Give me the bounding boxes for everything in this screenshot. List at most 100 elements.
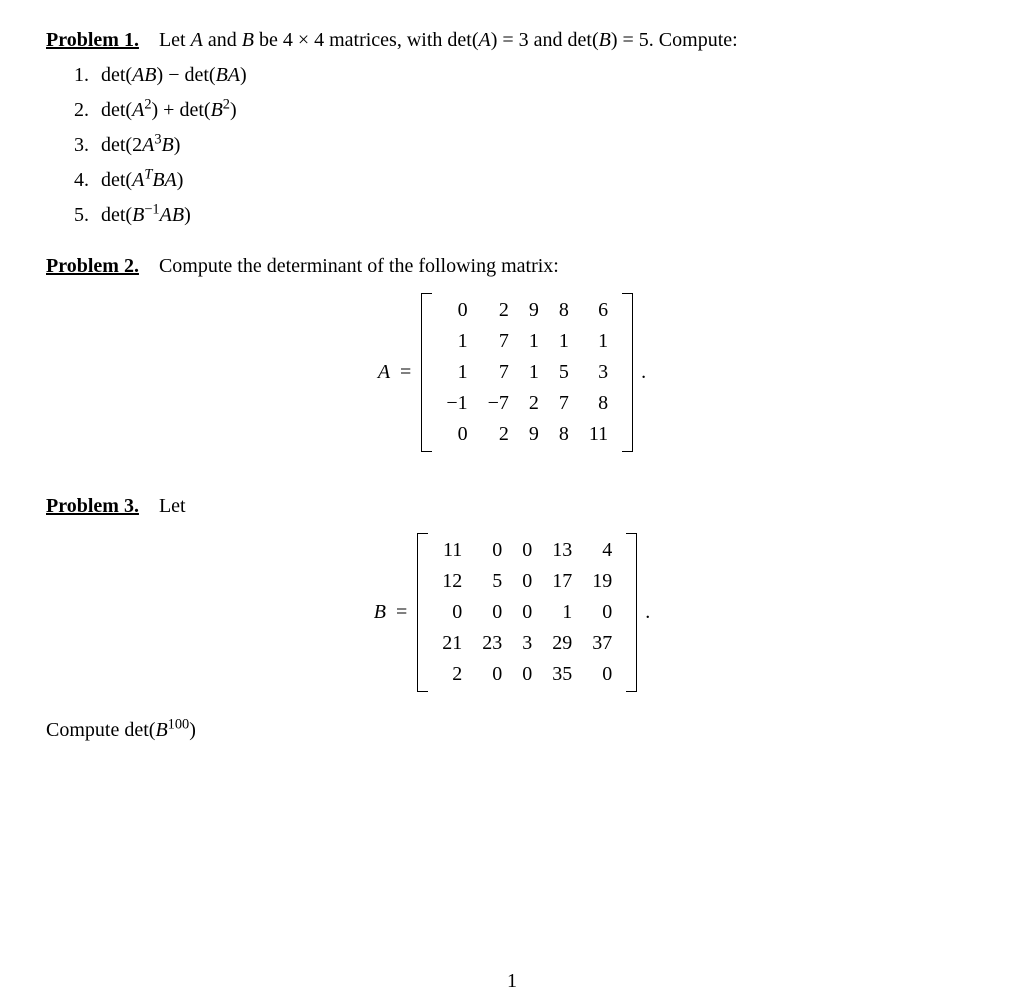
item-number: 3.	[74, 131, 96, 160]
list-item: 1. det(AB) − det(BA)	[74, 61, 978, 90]
item-number: 2.	[74, 96, 96, 125]
matrix-cell: 6	[579, 295, 618, 326]
matrix-cell: 1	[436, 357, 477, 388]
matrix-cell: 0	[512, 659, 542, 690]
matrix-cell: 3	[579, 357, 618, 388]
table-row: −1−7278	[436, 388, 618, 419]
matrix-cell: 21	[432, 628, 472, 659]
bracket-left-icon	[417, 533, 428, 692]
bracket-right-icon	[622, 293, 633, 452]
equals-sign: =	[400, 358, 411, 387]
matrix-cell: 8	[579, 388, 618, 419]
table-row: 02986	[436, 295, 618, 326]
page: Problem 1. Let A and B be 4 × 4 matrices…	[0, 0, 1024, 1004]
matrix-cell: 9	[519, 419, 549, 450]
matrix-cell: 1	[542, 597, 582, 628]
matrix-cell: 5	[472, 566, 512, 597]
item-expression: det(A2) + det(B2)	[101, 99, 237, 121]
matrix-label: B	[374, 598, 386, 627]
matrix-cell: −7	[478, 388, 519, 419]
matrix-a: 02986 17111 17153 −1−7278 029811	[421, 293, 633, 452]
matrix-cell: 0	[582, 597, 622, 628]
problem-1-intro: Let A and B be 4 × 4 matrices, with det(…	[159, 29, 738, 51]
matrix-trailing-dot: .	[641, 358, 646, 387]
matrix-b: 1100134 12501719 00010 212332937 200350	[417, 533, 637, 692]
matrix-cell: 9	[519, 295, 549, 326]
matrix-cell: 3	[512, 628, 542, 659]
list-item: 2. det(A2) + det(B2)	[74, 96, 978, 125]
matrix-cell: 1	[549, 326, 579, 357]
matrix-trailing-dot: .	[645, 598, 650, 627]
matrix-cell: 0	[472, 597, 512, 628]
problem-2-intro: Compute the determinant of the following…	[159, 255, 559, 277]
matrix-cell: 23	[472, 628, 512, 659]
matrix-cell: 7	[549, 388, 579, 419]
problem-1: Problem 1. Let A and B be 4 × 4 matrices…	[46, 26, 978, 55]
matrix-cell: 1	[519, 326, 549, 357]
problem-3-intro: Let	[159, 495, 186, 517]
item-expression: det(2A3B)	[101, 134, 180, 156]
table-row: 212332937	[432, 628, 622, 659]
matrix-cell: 0	[436, 295, 477, 326]
matrix-cell: 0	[582, 659, 622, 690]
matrix-cell: 4	[582, 535, 622, 566]
matrix-cell: 8	[549, 295, 579, 326]
matrix-cell: 0	[472, 659, 512, 690]
matrix-cell: 0	[436, 419, 477, 450]
item-expression: det(ATBA)	[101, 169, 183, 191]
matrix-cell: 7	[478, 326, 519, 357]
matrix-cell: 35	[542, 659, 582, 690]
matrix-cell: 2	[478, 419, 519, 450]
matrix-cell: 2	[519, 388, 549, 419]
item-number: 5.	[74, 201, 96, 230]
matrix-cell: 1	[519, 357, 549, 388]
matrix-cell: 12	[432, 566, 472, 597]
table-row: 029811	[436, 419, 618, 450]
matrix-cell: 0	[512, 566, 542, 597]
matrix-cell: 2	[478, 295, 519, 326]
matrix-cell: 0	[512, 535, 542, 566]
matrix-cell: 37	[582, 628, 622, 659]
table-row: 00010	[432, 597, 622, 628]
problem-1-list: 1. det(AB) − det(BA) 2. det(A2) + det(B2…	[74, 61, 978, 230]
item-number: 4.	[74, 166, 96, 195]
matrix-cell: 29	[542, 628, 582, 659]
matrix-cell: 0	[432, 597, 472, 628]
matrix-cell: 13	[542, 535, 582, 566]
matrix-label: A	[378, 358, 390, 387]
matrix-cell: −1	[436, 388, 477, 419]
problem-3-question: Compute det(B100)	[46, 716, 978, 745]
problem-2-matrix: A = 02986 17111 17153 −1−7278 029811 .	[46, 293, 978, 452]
matrix-cell: 11	[579, 419, 618, 450]
problem-3-matrix: B = 1100134 12501719 00010 212332937 200…	[46, 533, 978, 692]
matrix-cell: 1	[579, 326, 618, 357]
matrix-table: 1100134 12501719 00010 212332937 200350	[432, 535, 622, 690]
matrix-cell: 11	[432, 535, 472, 566]
list-item: 3. det(2A3B)	[74, 131, 978, 160]
problem-3-heading: Problem 3.	[46, 495, 139, 517]
list-item: 5. det(B−1AB)	[74, 201, 978, 230]
matrix-table: 02986 17111 17153 −1−7278 029811	[436, 295, 618, 450]
problem-2: Problem 2. Compute the determinant of th…	[46, 252, 978, 281]
table-row: 12501719	[432, 566, 622, 597]
problem-3: Problem 3. Let	[46, 492, 978, 521]
table-row: 1100134	[432, 535, 622, 566]
table-row: 17111	[436, 326, 618, 357]
table-row: 200350	[432, 659, 622, 690]
problem-1-heading: Problem 1.	[46, 29, 139, 51]
matrix-cell: 0	[472, 535, 512, 566]
matrix-cell: 19	[582, 566, 622, 597]
bracket-right-icon	[626, 533, 637, 692]
table-row: 17153	[436, 357, 618, 388]
matrix-cell: 7	[478, 357, 519, 388]
matrix-cell: 0	[512, 597, 542, 628]
problem-2-heading: Problem 2.	[46, 255, 139, 277]
list-item: 4. det(ATBA)	[74, 166, 978, 195]
item-expression: det(B−1AB)	[101, 204, 191, 226]
matrix-cell: 17	[542, 566, 582, 597]
matrix-cell: 5	[549, 357, 579, 388]
matrix-cell: 8	[549, 419, 579, 450]
matrix-cell: 2	[432, 659, 472, 690]
item-expression: det(AB) − det(BA)	[101, 64, 247, 86]
bracket-left-icon	[421, 293, 432, 452]
